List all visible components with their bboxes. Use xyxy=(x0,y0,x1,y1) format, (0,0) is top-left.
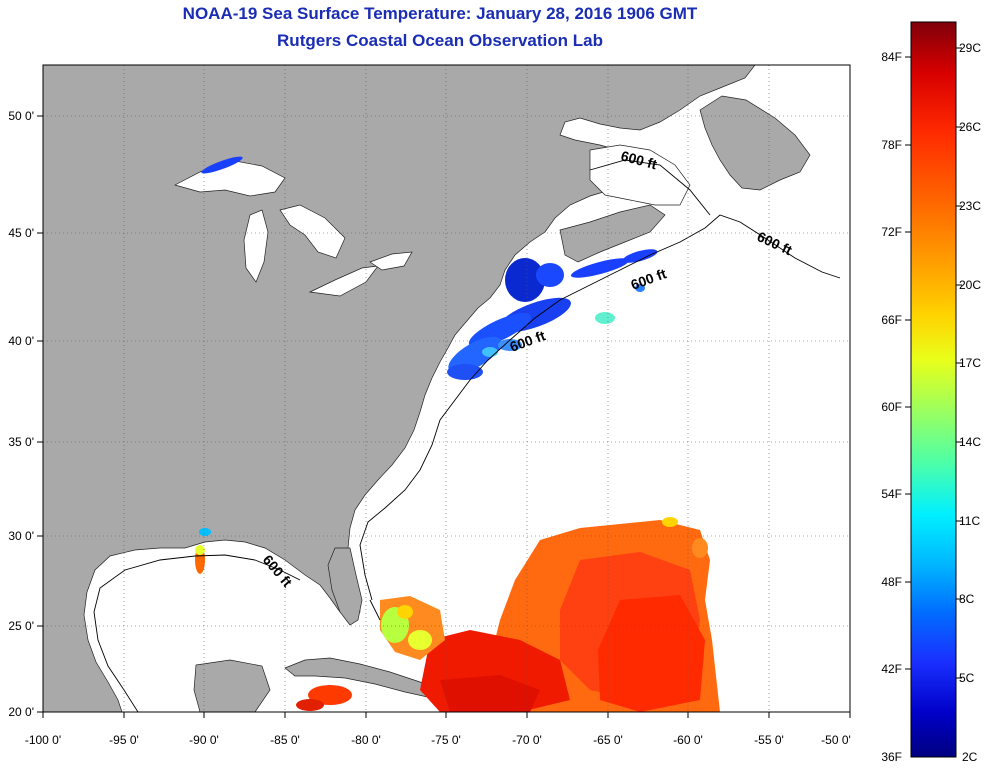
depth-contour-600ft xyxy=(93,159,841,712)
north-america-land xyxy=(43,65,756,712)
colorbar-f-label: 36F xyxy=(881,750,902,764)
colorbar-f-label: 66F xyxy=(881,313,902,327)
lon-label: -75 0' xyxy=(431,733,461,747)
yucatan-land xyxy=(193,659,271,712)
colorbar-f-label: 54F xyxy=(881,487,902,501)
sst-cold-patches xyxy=(199,156,658,536)
lat-label: 25 0' xyxy=(8,619,34,633)
longitude-labels: -100 0' -95 0' -90 0' -85 0' -80 0' -75 … xyxy=(25,733,851,747)
lon-label: -90 0' xyxy=(189,733,219,747)
colorbar-celsius-labels: 29C 26C 23C 20C 17C 14C 11C 8C 5C 2C xyxy=(959,41,981,764)
colorbar-f-label: 60F xyxy=(881,400,902,414)
lake-huron xyxy=(279,204,346,259)
lon-label: -60 0' xyxy=(673,733,703,747)
lon-label: -100 0' xyxy=(25,733,61,747)
lon-label: -95 0' xyxy=(109,733,139,747)
sst-warm-patches xyxy=(195,517,720,712)
colorbar-ticks xyxy=(905,47,962,679)
colorbar-c-label: 11C xyxy=(959,514,980,528)
gulf-st-lawrence xyxy=(589,144,691,206)
newfoundland-land xyxy=(699,95,811,191)
lake-michigan xyxy=(243,209,269,283)
map-subtitle: Rutgers Coastal Ocean Observation Lab xyxy=(277,31,603,50)
lon-label: -70 0' xyxy=(512,733,542,747)
lat-label: 20 0' xyxy=(8,705,34,719)
lat-label: 45 0' xyxy=(8,226,34,240)
colorbar xyxy=(910,21,957,758)
colorbar-fahrenheit-labels: 84F 78F 72F 66F 60F 54F 48F 42F 36F xyxy=(881,50,902,764)
lake-ontario xyxy=(369,251,413,271)
colorbar-c-label: 26C xyxy=(959,120,981,134)
lon-label: -55 0' xyxy=(754,733,784,747)
lon-label: -50 0' xyxy=(821,733,851,747)
map-title: NOAA-19 Sea Surface Temperature: January… xyxy=(182,4,698,23)
colorbar-f-label: 42F xyxy=(881,662,902,676)
lon-label: -85 0' xyxy=(270,733,300,747)
lat-label: 50 0' xyxy=(8,109,34,123)
lat-label: 30 0' xyxy=(8,529,34,543)
colorbar-f-label: 48F xyxy=(881,575,902,589)
colorbar-c-label: 17C xyxy=(959,356,981,370)
axis-ticks xyxy=(37,115,851,718)
florida-land xyxy=(327,547,363,626)
colorbar-f-label: 78F xyxy=(881,138,902,152)
latitude-labels: 50 0' 45 0' 40 0' 35 0' 30 0' 25 0' 20 0… xyxy=(8,109,34,719)
colorbar-c-label: 23C xyxy=(959,199,981,213)
grid-lines xyxy=(43,65,850,712)
lat-label: 40 0' xyxy=(8,334,34,348)
colorbar-c-label: 14C xyxy=(959,435,981,449)
lon-label: -65 0' xyxy=(593,733,623,747)
colorbar-c-label: 2C xyxy=(962,750,978,764)
colorbar-c-label: 5C xyxy=(959,671,975,685)
colorbar-c-label: 20C xyxy=(959,278,981,292)
colorbar-f-label: 72F xyxy=(881,225,902,239)
colorbar-c-label: 29C xyxy=(959,41,981,55)
colorbar-c-label: 8C xyxy=(959,592,975,606)
maritimes-land xyxy=(559,204,666,263)
lon-label: -80 0' xyxy=(351,733,381,747)
colorbar-f-label: 84F xyxy=(881,50,902,64)
lat-label: 35 0' xyxy=(8,435,34,449)
